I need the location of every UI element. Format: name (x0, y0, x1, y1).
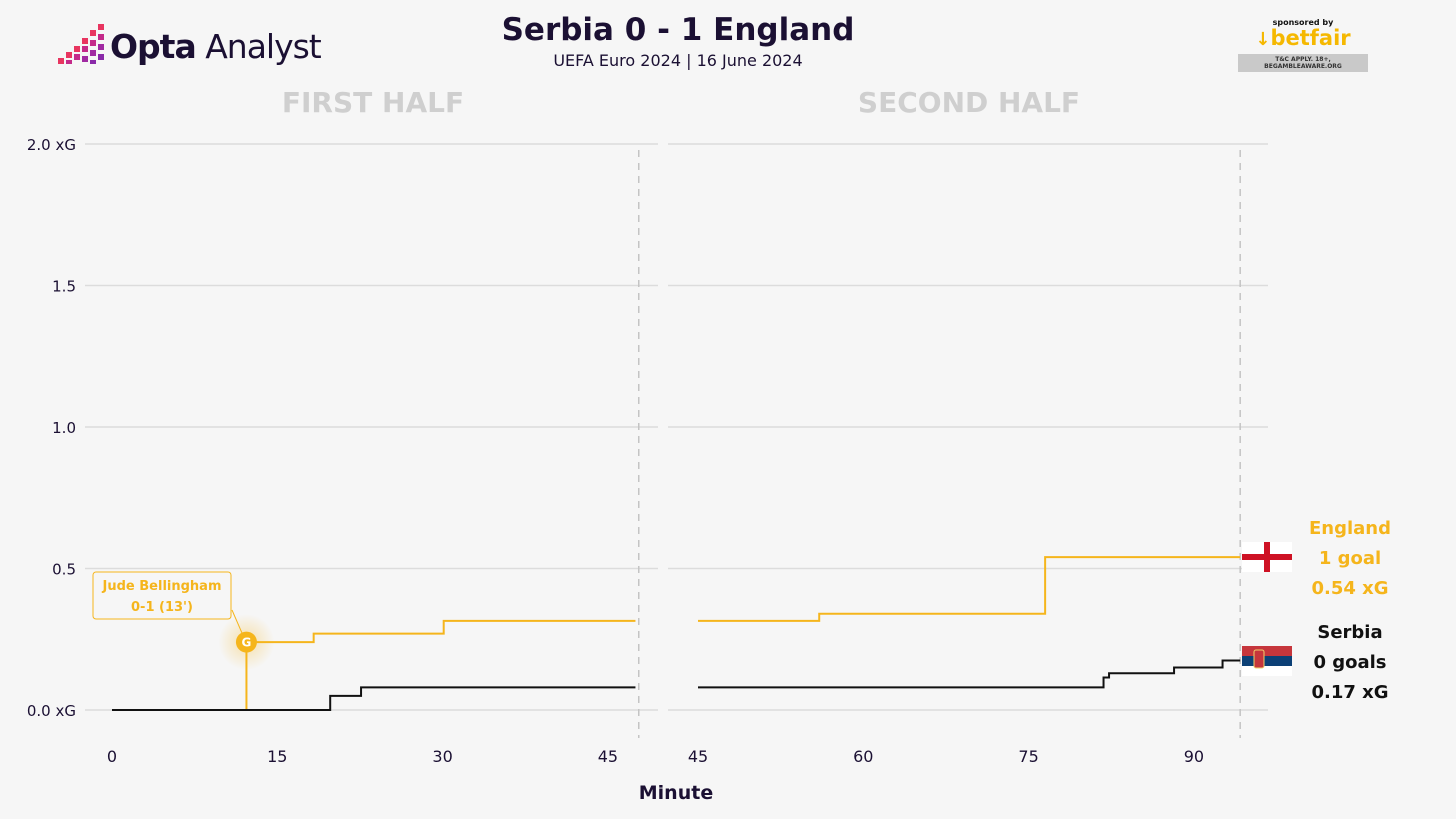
y-tick-label: 1.0 (52, 419, 76, 437)
x-tick-label: 0 (107, 747, 117, 766)
team-goals-label-england: 1 goal (1319, 548, 1381, 569)
x-tick-label: 30 (432, 747, 452, 766)
panel-title: FIRST HALF (282, 86, 464, 119)
sponsor-by-text: sponsored by (1272, 18, 1334, 27)
team-xg-label-england: 0.54 xG (1311, 578, 1388, 599)
y-tick-label: 2.0 xG (27, 136, 76, 154)
x-tick-label: 75 (1018, 747, 1038, 766)
team-goals-label-serbia: 0 goals (1313, 652, 1386, 673)
chart-subtitle: UEFA Euro 2024 | 16 June 2024 (553, 51, 803, 70)
x-tick-label: 45 (598, 747, 618, 766)
opta-analyst-logo-icon (58, 24, 104, 64)
x-tick-label: 60 (853, 747, 873, 766)
goal-annotation-box (92, 571, 232, 620)
sponsor-badge: sponsored by betfair T&C APPLY. 18+, BEG… (1238, 18, 1368, 72)
x-tick-label: 15 (267, 747, 287, 766)
team-xg-label-serbia: 0.17 xG (1311, 682, 1388, 703)
series-line-england-first-half (245, 619, 636, 710)
brand-name: Opta Analyst (110, 27, 322, 66)
chart-title: Serbia 0 - 1 England (501, 12, 855, 48)
annotation-leader-line (231, 609, 243, 635)
goal-scorer-label: Jude Bellingham (102, 579, 222, 594)
sponsor-terms: T&C APPLY. 18+, BEGAMBLEAWARE.ORG (1238, 54, 1368, 72)
x-tick-label: 90 (1184, 747, 1204, 766)
series-line-serbia-first-half (112, 686, 636, 711)
goal-score-label: 0-1 (13') (131, 600, 193, 615)
goal-marker (235, 631, 257, 653)
brand-name-bold: Opta (110, 27, 197, 66)
sponsor-name: betfair (1238, 27, 1368, 51)
brand-name-light: Analyst (195, 27, 322, 66)
y-tick-label: 0.5 (52, 561, 76, 579)
team-name-label-serbia: Serbia (1317, 622, 1382, 643)
x-axis-label: Minute (639, 782, 713, 804)
team-name-label-england: England (1309, 518, 1391, 539)
england-flag-icon (1242, 542, 1292, 572)
y-tick-label: 1.5 (52, 278, 76, 296)
goal-marker-label: G (242, 636, 252, 650)
y-tick-label: 0.0 xG (27, 702, 76, 720)
panel-title: SECOND HALF (858, 86, 1080, 119)
series-line-serbia-second-half (698, 659, 1241, 689)
serbia-flag-icon (1242, 646, 1292, 676)
x-tick-label: 45 (688, 747, 708, 766)
series-line-england-second-half (698, 556, 1241, 622)
